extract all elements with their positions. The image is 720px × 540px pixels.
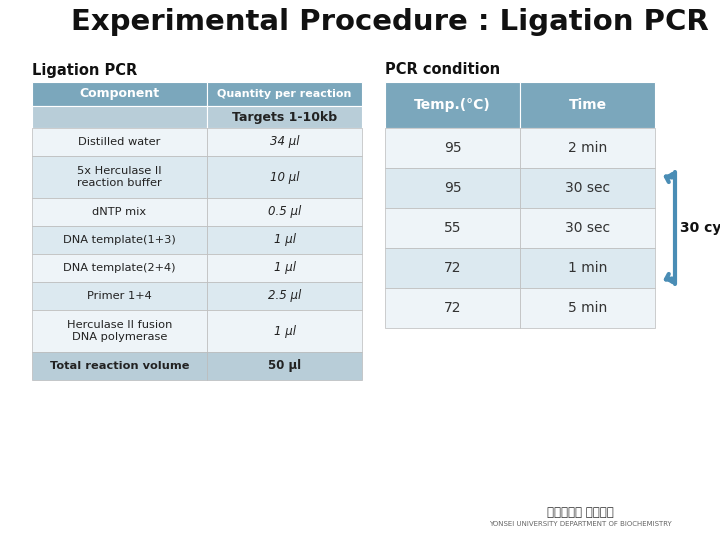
Text: 34 μl: 34 μl <box>270 136 300 148</box>
FancyBboxPatch shape <box>520 288 655 328</box>
FancyBboxPatch shape <box>207 254 362 282</box>
Text: Experimental Procedure : Ligation PCR: Experimental Procedure : Ligation PCR <box>71 8 709 36</box>
Text: 95: 95 <box>444 141 462 155</box>
Text: 1 μl: 1 μl <box>274 261 295 274</box>
Text: 30 sec: 30 sec <box>565 221 610 235</box>
Text: YONSEI UNIVERSITY DEPARTMENT OF BIOCHEMISTRY: YONSEI UNIVERSITY DEPARTMENT OF BIOCHEMI… <box>489 521 671 527</box>
Text: 5x Herculase II
reaction buffer: 5x Herculase II reaction buffer <box>77 166 162 188</box>
FancyBboxPatch shape <box>32 226 207 254</box>
Text: Ligation PCR: Ligation PCR <box>32 63 138 78</box>
Text: Time: Time <box>568 98 606 112</box>
FancyBboxPatch shape <box>32 254 207 282</box>
FancyBboxPatch shape <box>207 352 362 380</box>
Text: 1 min: 1 min <box>568 261 607 275</box>
Text: Primer 1+4: Primer 1+4 <box>87 291 152 301</box>
FancyBboxPatch shape <box>32 352 207 380</box>
FancyBboxPatch shape <box>32 198 207 226</box>
Text: 30 cycles: 30 cycles <box>680 221 720 235</box>
FancyBboxPatch shape <box>520 128 655 168</box>
FancyBboxPatch shape <box>32 282 207 310</box>
Text: Targets 1-10kb: Targets 1-10kb <box>232 111 337 124</box>
Text: 30 sec: 30 sec <box>565 181 610 195</box>
Text: 2 min: 2 min <box>568 141 607 155</box>
FancyBboxPatch shape <box>207 226 362 254</box>
Text: 95: 95 <box>444 181 462 195</box>
FancyBboxPatch shape <box>385 82 520 128</box>
Text: DNA template(1+3): DNA template(1+3) <box>63 235 176 245</box>
Text: 55: 55 <box>444 221 462 235</box>
FancyBboxPatch shape <box>207 156 362 198</box>
Text: 연세대학교 생화학과: 연세대학교 생화학과 <box>546 505 613 518</box>
Text: Quantity per reaction: Quantity per reaction <box>217 89 351 99</box>
FancyBboxPatch shape <box>207 310 362 352</box>
FancyBboxPatch shape <box>207 82 362 106</box>
FancyBboxPatch shape <box>385 288 520 328</box>
FancyBboxPatch shape <box>32 82 207 106</box>
FancyBboxPatch shape <box>207 198 362 226</box>
FancyBboxPatch shape <box>520 208 655 248</box>
Text: PCR condition: PCR condition <box>385 63 500 78</box>
Text: DNA template(2+4): DNA template(2+4) <box>63 263 176 273</box>
Text: Herculase II fusion
DNA polymerase: Herculase II fusion DNA polymerase <box>67 320 172 342</box>
Text: Temp.(°C): Temp.(°C) <box>414 98 491 112</box>
Text: 50 μl: 50 μl <box>268 360 301 373</box>
FancyBboxPatch shape <box>385 168 520 208</box>
FancyBboxPatch shape <box>32 106 207 128</box>
Text: 1 μl: 1 μl <box>274 233 295 246</box>
FancyBboxPatch shape <box>32 128 207 156</box>
Text: 1 μl: 1 μl <box>274 325 295 338</box>
FancyBboxPatch shape <box>32 156 207 198</box>
FancyBboxPatch shape <box>520 168 655 208</box>
FancyBboxPatch shape <box>385 128 520 168</box>
FancyBboxPatch shape <box>520 82 655 128</box>
FancyBboxPatch shape <box>32 310 207 352</box>
FancyBboxPatch shape <box>207 128 362 156</box>
Text: 10 μl: 10 μl <box>270 171 300 184</box>
Text: Distilled water: Distilled water <box>78 137 161 147</box>
Text: dNTP mix: dNTP mix <box>92 207 147 217</box>
FancyBboxPatch shape <box>207 106 362 128</box>
Text: 72: 72 <box>444 261 462 275</box>
FancyBboxPatch shape <box>207 282 362 310</box>
Text: 0.5 μl: 0.5 μl <box>268 206 301 219</box>
FancyBboxPatch shape <box>385 208 520 248</box>
Text: Component: Component <box>79 87 160 100</box>
Text: 5 min: 5 min <box>568 301 607 315</box>
FancyBboxPatch shape <box>520 248 655 288</box>
Text: 72: 72 <box>444 301 462 315</box>
Text: 2.5 μl: 2.5 μl <box>268 289 301 302</box>
Text: Total reaction volume: Total reaction volume <box>50 361 189 371</box>
FancyBboxPatch shape <box>385 248 520 288</box>
